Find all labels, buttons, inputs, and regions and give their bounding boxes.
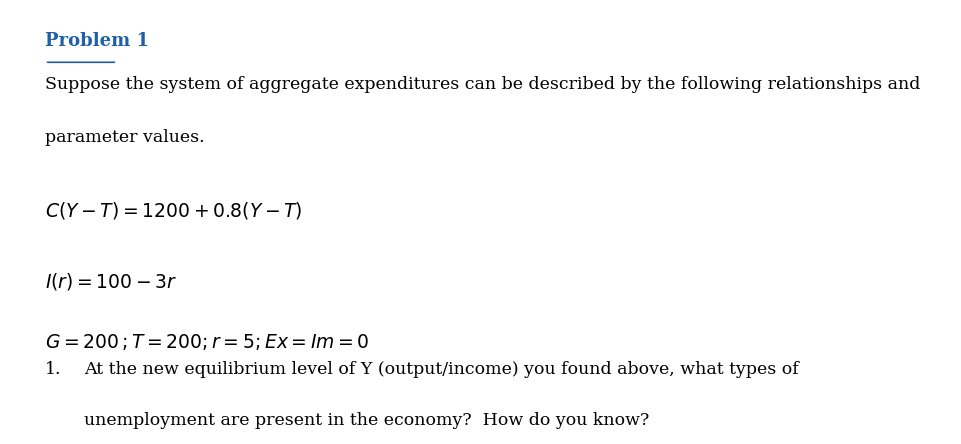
Text: At the new equilibrium level of Y (output/income) you found above, what types of: At the new equilibrium level of Y (outpu… <box>84 361 798 378</box>
Text: $C(Y - T) = 1200 + 0.8(Y - T)$: $C(Y - T) = 1200 + 0.8(Y - T)$ <box>45 200 302 221</box>
Text: Suppose the system of aggregate expenditures can be described by the following r: Suppose the system of aggregate expendit… <box>45 76 919 93</box>
Text: $G = 200\,;T = 200; r = 5; Ex = Im = 0$: $G = 200\,;T = 200; r = 5; Ex = Im = 0$ <box>45 332 369 352</box>
Text: parameter values.: parameter values. <box>45 129 204 147</box>
Text: unemployment are present in the economy?  How do you know?: unemployment are present in the economy?… <box>84 412 649 429</box>
Text: Problem 1: Problem 1 <box>45 32 149 50</box>
Text: 1.: 1. <box>45 361 62 378</box>
Text: $I(r) = 100 - 3r$: $I(r) = 100 - 3r$ <box>45 270 177 292</box>
